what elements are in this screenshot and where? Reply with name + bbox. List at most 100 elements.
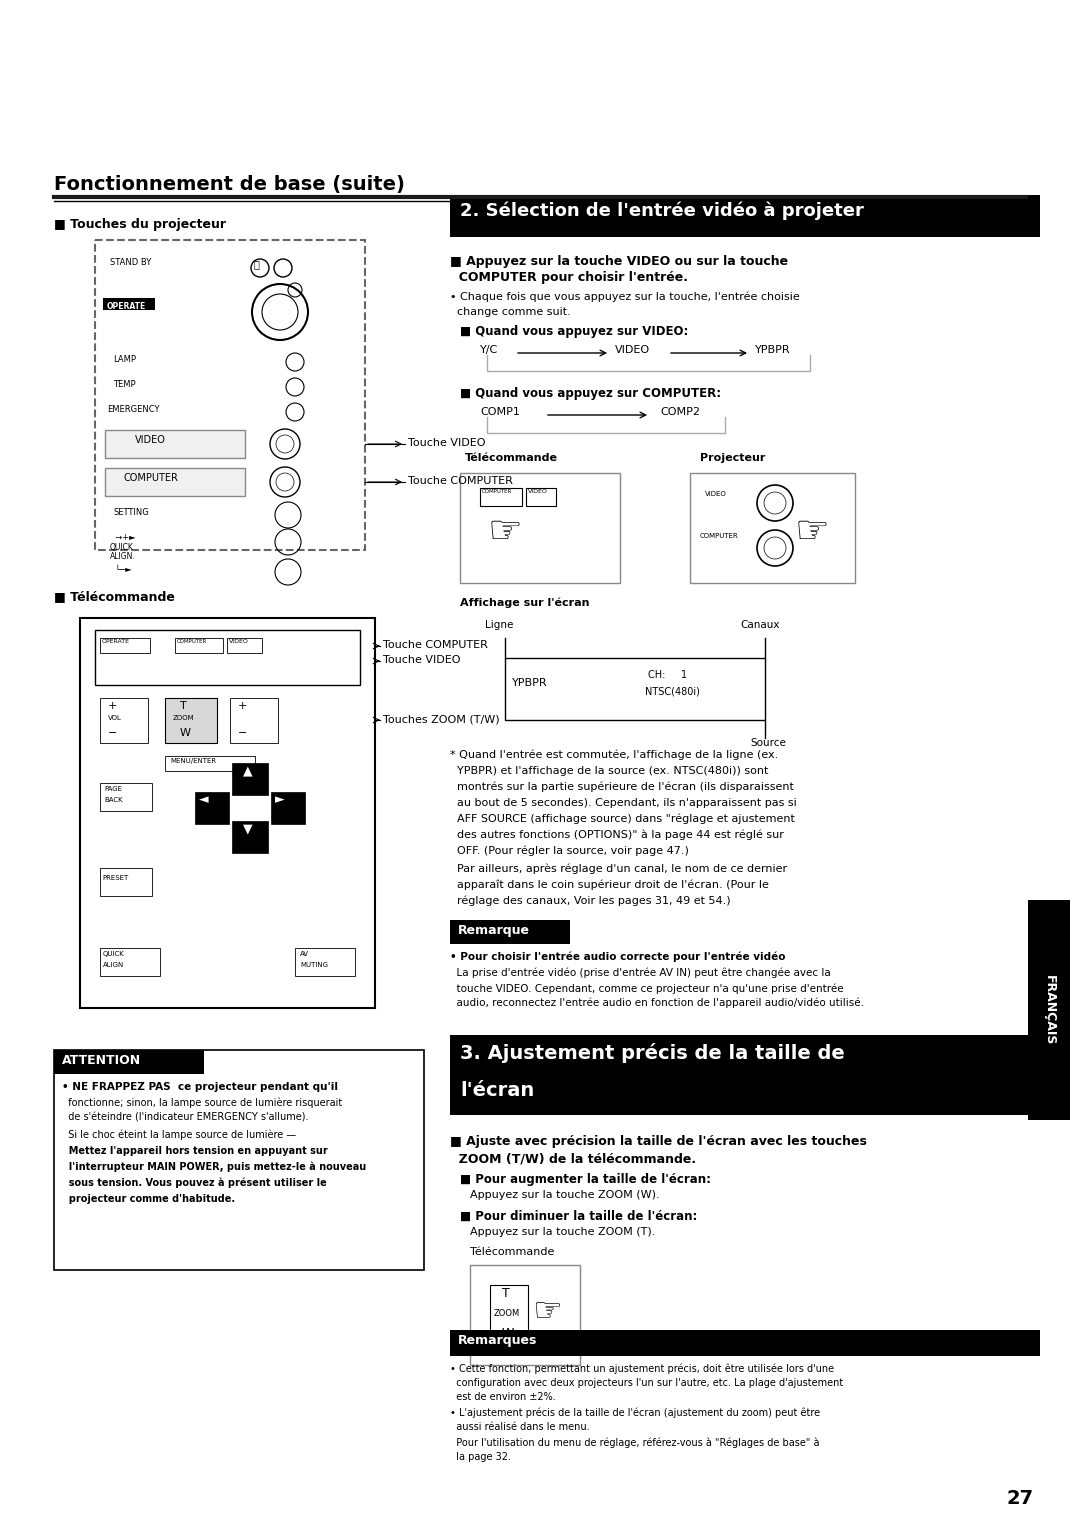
Text: Par ailleurs, après réglage d'un canal, le nom de ce dernier: Par ailleurs, après réglage d'un canal, … bbox=[450, 864, 787, 875]
Text: COMPUTER: COMPUTER bbox=[177, 639, 207, 644]
Text: touche VIDEO. Cependant, comme ce projecteur n'a qu'une prise d'entrée: touche VIDEO. Cependant, comme ce projec… bbox=[450, 983, 843, 994]
Text: OPERATE: OPERATE bbox=[107, 303, 146, 310]
Text: └─►: └─► bbox=[110, 566, 132, 573]
Bar bbox=[100, 783, 152, 810]
Bar bbox=[450, 1330, 1040, 1356]
Text: W: W bbox=[502, 1327, 514, 1339]
Text: COMPUTER pour choisir l'entrée.: COMPUTER pour choisir l'entrée. bbox=[450, 271, 688, 284]
Text: Touches ZOOM (T/W): Touches ZOOM (T/W) bbox=[383, 714, 500, 725]
Text: ▼: ▼ bbox=[243, 823, 253, 835]
Text: montrés sur la partie supérieure de l'écran (ils disparaissent: montrés sur la partie supérieure de l'éc… bbox=[450, 781, 794, 792]
Text: VIDEO: VIDEO bbox=[229, 639, 248, 644]
Text: Pour l'utilisation du menu de réglage, référez-vous à "Réglages de base" à: Pour l'utilisation du menu de réglage, r… bbox=[450, 1437, 820, 1448]
Text: STAND BY: STAND BY bbox=[110, 258, 151, 268]
Bar bbox=[232, 763, 268, 795]
Text: aussi réalisé dans le menu.: aussi réalisé dans le menu. bbox=[450, 1422, 590, 1433]
Text: Affichage sur l'écran: Affichage sur l'écran bbox=[460, 598, 590, 609]
Text: ■ Pour diminuer la taille de l'écran:: ■ Pour diminuer la taille de l'écran: bbox=[460, 1209, 698, 1223]
Text: Touche VIDEO: Touche VIDEO bbox=[408, 437, 486, 448]
Text: ■ Touches du projecteur: ■ Touches du projecteur bbox=[54, 219, 226, 231]
Text: ☞: ☞ bbox=[795, 514, 829, 550]
Text: * Quand l'entrée est commutée, l'affichage de la ligne (ex.: * Quand l'entrée est commutée, l'afficha… bbox=[450, 751, 779, 760]
Text: PAGE: PAGE bbox=[104, 786, 122, 792]
Text: l'écran: l'écran bbox=[460, 1081, 535, 1099]
Text: AFF SOURCE (affichage source) dans "réglage et ajustement: AFF SOURCE (affichage source) dans "régl… bbox=[450, 813, 795, 824]
Text: ALIGN: ALIGN bbox=[103, 962, 124, 968]
Text: sous tension. Vous pouvez à présent utiliser le: sous tension. Vous pouvez à présent util… bbox=[62, 1177, 327, 1188]
Text: Appuyez sur la touche ZOOM (W).: Appuyez sur la touche ZOOM (W). bbox=[470, 1190, 660, 1200]
Text: FRANÇAIS: FRANÇAIS bbox=[1042, 976, 1055, 1046]
Text: PRESET: PRESET bbox=[102, 875, 129, 881]
Text: Remarque: Remarque bbox=[458, 924, 530, 937]
Bar bbox=[690, 472, 855, 583]
Text: Télécommande: Télécommande bbox=[465, 453, 558, 463]
Bar bbox=[54, 1050, 204, 1073]
Text: ☞: ☞ bbox=[532, 1295, 562, 1329]
Text: CH:     1: CH: 1 bbox=[648, 670, 687, 680]
Text: −: − bbox=[108, 728, 118, 739]
Text: COMPUTER: COMPUTER bbox=[482, 489, 512, 494]
Text: Touche COMPUTER: Touche COMPUTER bbox=[408, 476, 513, 486]
Text: EMERGENCY: EMERGENCY bbox=[107, 405, 160, 414]
Bar bbox=[100, 699, 148, 743]
Text: 2. Sélection de l'entrée vidéo à projeter: 2. Sélection de l'entrée vidéo à projete… bbox=[460, 202, 864, 220]
Text: Source: Source bbox=[750, 739, 786, 748]
Text: LAMP: LAMP bbox=[113, 355, 136, 364]
Text: ZOOM (T/W) de la télécommande.: ZOOM (T/W) de la télécommande. bbox=[450, 1151, 697, 1165]
Text: BACK: BACK bbox=[104, 797, 123, 803]
Text: VIDEO: VIDEO bbox=[528, 489, 548, 494]
Text: W: W bbox=[180, 728, 191, 739]
Text: apparaît dans le coin supérieur droit de l'écran. (Pour le: apparaît dans le coin supérieur droit de… bbox=[450, 881, 769, 890]
Text: la page 32.: la page 32. bbox=[450, 1453, 511, 1462]
Circle shape bbox=[276, 434, 294, 453]
Bar bbox=[490, 1284, 528, 1346]
Text: QUICK: QUICK bbox=[110, 543, 134, 552]
Text: YPBPR: YPBPR bbox=[755, 346, 791, 355]
Text: VIDEO: VIDEO bbox=[135, 434, 166, 445]
Text: La prise d'entrée vidéo (prise d'entrée AV IN) peut être changée avec la: La prise d'entrée vidéo (prise d'entrée … bbox=[450, 968, 831, 979]
Text: Fonctionnement de base (suite): Fonctionnement de base (suite) bbox=[54, 174, 405, 194]
Text: ■ Pour augmenter la taille de l'écran:: ■ Pour augmenter la taille de l'écran: bbox=[460, 1173, 711, 1187]
Text: de s'éteindre (l'indicateur EMERGENCY s'allume).: de s'éteindre (l'indicateur EMERGENCY s'… bbox=[62, 1112, 309, 1122]
Bar bbox=[100, 868, 152, 896]
Bar bbox=[295, 948, 355, 976]
Bar bbox=[95, 240, 365, 550]
Bar bbox=[95, 630, 360, 685]
Bar bbox=[480, 488, 522, 506]
Text: ZOOM: ZOOM bbox=[173, 716, 194, 722]
Bar bbox=[165, 755, 255, 771]
Text: ►: ► bbox=[275, 794, 285, 806]
Bar bbox=[450, 196, 1040, 237]
Bar bbox=[100, 638, 150, 653]
Text: projecteur comme d'habitude.: projecteur comme d'habitude. bbox=[62, 1194, 235, 1203]
Text: QUICK: QUICK bbox=[103, 951, 125, 957]
Bar bbox=[103, 298, 156, 310]
Bar bbox=[232, 821, 268, 853]
Text: • NE FRAPPEZ PAS  ce projecteur pendant qu'il: • NE FRAPPEZ PAS ce projecteur pendant q… bbox=[62, 1083, 338, 1092]
Text: ■ Télécommande: ■ Télécommande bbox=[54, 590, 175, 602]
Bar bbox=[450, 1035, 1040, 1115]
Text: YPBPR: YPBPR bbox=[512, 677, 548, 688]
Text: configuration avec deux projecteurs l'un sur l'autre, etc. La plage d'ajustement: configuration avec deux projecteurs l'un… bbox=[450, 1378, 843, 1388]
Text: ■ Quand vous appuyez sur COMPUTER:: ■ Quand vous appuyez sur COMPUTER: bbox=[460, 387, 721, 401]
Text: 3. Ajustement précis de la taille de: 3. Ajustement précis de la taille de bbox=[460, 1043, 845, 1063]
Text: fonctionne; sinon, la lampe source de lumière risquerait: fonctionne; sinon, la lampe source de lu… bbox=[62, 1098, 342, 1109]
Text: VIDEO: VIDEO bbox=[705, 491, 727, 497]
Bar bbox=[105, 468, 245, 495]
Text: ZOOM: ZOOM bbox=[494, 1309, 521, 1318]
Text: OFF. (Pour régler la source, voir page 47.): OFF. (Pour régler la source, voir page 4… bbox=[450, 846, 689, 856]
Text: Mettez l'appareil hors tension en appuyant sur: Mettez l'appareil hors tension en appuya… bbox=[62, 1147, 327, 1156]
Text: Appuyez sur la touche ZOOM (T).: Appuyez sur la touche ZOOM (T). bbox=[470, 1226, 656, 1237]
Text: COMPUTER: COMPUTER bbox=[700, 534, 739, 540]
Bar bbox=[175, 638, 222, 653]
Text: T: T bbox=[502, 1287, 510, 1300]
Text: audio, reconnectez l'entrée audio en fonction de l'appareil audio/vidéo utilisé.: audio, reconnectez l'entrée audio en fon… bbox=[450, 998, 864, 1009]
Bar bbox=[526, 488, 556, 506]
Text: l'interrupteur MAIN POWER, puis mettez-le à nouveau: l'interrupteur MAIN POWER, puis mettez-l… bbox=[62, 1162, 366, 1173]
Circle shape bbox=[276, 472, 294, 491]
Text: OPERATE: OPERATE bbox=[102, 639, 130, 644]
Text: YPBPR) et l'affichage de la source (ex. NTSC(480i)) sont: YPBPR) et l'affichage de la source (ex. … bbox=[450, 766, 768, 777]
Text: réglage des canaux, Voir les pages 31, 49 et 54.): réglage des canaux, Voir les pages 31, 4… bbox=[450, 896, 731, 907]
Text: est de environ ±2%.: est de environ ±2%. bbox=[450, 1391, 556, 1402]
Text: VOL: VOL bbox=[108, 716, 122, 722]
